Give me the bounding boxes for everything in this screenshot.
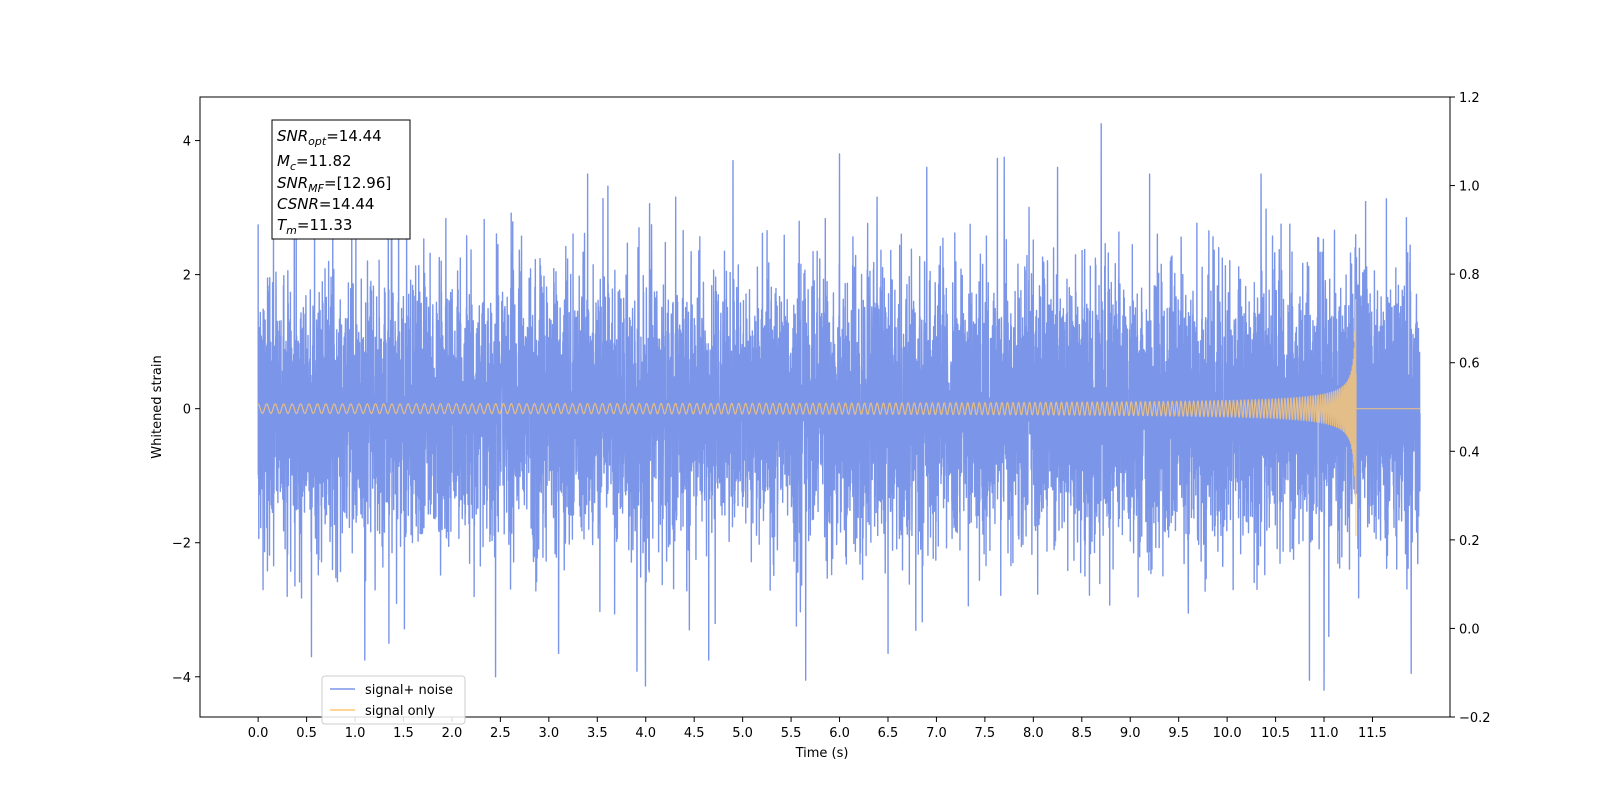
x-tick-label: 10.5 (1261, 726, 1290, 741)
legend-label-signal-only: signal only (365, 704, 435, 719)
info-line-tm: Tm=11.33 (277, 216, 352, 237)
x-tick-label: 3.5 (587, 726, 608, 741)
x-tick-label: 10.0 (1213, 726, 1242, 741)
y2-tick-label: 0.0 (1459, 622, 1480, 637)
info-box: SNRopt=14.44 Mc=11.82 SNRMF=[12.96] CSNR… (271, 119, 411, 240)
x-tick-label: 6.0 (829, 726, 850, 741)
y-tick-label: 0 (183, 403, 191, 418)
y-tick-label: 4 (183, 135, 191, 150)
legend-label-signal-plus-noise: signal+ noise (365, 683, 453, 698)
x-axis: 0.0 0.5 1.0 1.5 2.0 2.5 3.0 3.5 4.0 4.5 5.0 5.5 6.0 6… (248, 717, 1387, 741)
series-signal-plus-noise (257, 123, 1421, 691)
x-tick-label: 9.0 (1120, 726, 1141, 741)
y2-tick-label: 0.2 (1459, 534, 1480, 549)
legend: signal+ noise signal only (321, 675, 466, 725)
x-tick-label: 5.0 (732, 726, 753, 741)
y-tick-label: −2 (172, 537, 191, 552)
x-tick-label: 1.0 (345, 726, 366, 741)
x-axis-label: Time (s) (795, 746, 849, 761)
x-tick-label: 0.5 (296, 726, 317, 741)
x-tick-label: 11.0 (1310, 726, 1339, 741)
x-tick-label: 1.5 (393, 726, 414, 741)
info-line-snr-mf: SNRMF=[12.96] (277, 174, 391, 195)
series-signal-only (257, 298, 1420, 537)
x-tick-label: 5.5 (781, 726, 802, 741)
y2-tick-label: 1.0 (1459, 180, 1480, 195)
y-axis-right: −0.2 0.0 0.2 0.4 0.6 0.8 1.0 1.2 (1450, 91, 1491, 726)
y2-tick-label: 0.6 (1459, 357, 1480, 372)
x-tick-label: 7.0 (926, 726, 947, 741)
x-tick-label: 8.5 (1071, 726, 1092, 741)
x-tick-label: 4.0 (635, 726, 656, 741)
x-tick-label: 4.5 (684, 726, 705, 741)
x-tick-label: 8.0 (1023, 726, 1044, 741)
y2-tick-label: 0.8 (1459, 268, 1480, 283)
y-axis-left: −4 −2 0 2 4 (172, 135, 200, 686)
y2-tick-label: 0.4 (1459, 445, 1480, 460)
info-line-csnr: CSNR=14.44 (277, 195, 374, 213)
x-tick-label: 3.0 (538, 726, 559, 741)
x-tick-label: 9.5 (1168, 726, 1189, 741)
y-tick-label: 2 (183, 269, 191, 284)
info-line-mc: Mc=11.82 (277, 152, 352, 173)
x-tick-label: 7.5 (975, 726, 996, 741)
x-tick-label: 0.0 (248, 726, 269, 741)
y2-tick-label: 1.2 (1459, 91, 1480, 106)
x-tick-label: 2.5 (490, 726, 511, 741)
info-line-snr-opt: SNRopt=14.44 (277, 127, 382, 148)
y-axis-label: Whitened strain (150, 355, 165, 458)
x-tick-label: 11.5 (1358, 726, 1387, 741)
plot-frame (199, 96, 1451, 718)
y2-tick-label: −0.2 (1459, 711, 1491, 726)
x-tick-label: 6.5 (878, 726, 899, 741)
y-tick-label: −4 (172, 671, 191, 686)
x-tick-label: 2.0 (442, 726, 463, 741)
